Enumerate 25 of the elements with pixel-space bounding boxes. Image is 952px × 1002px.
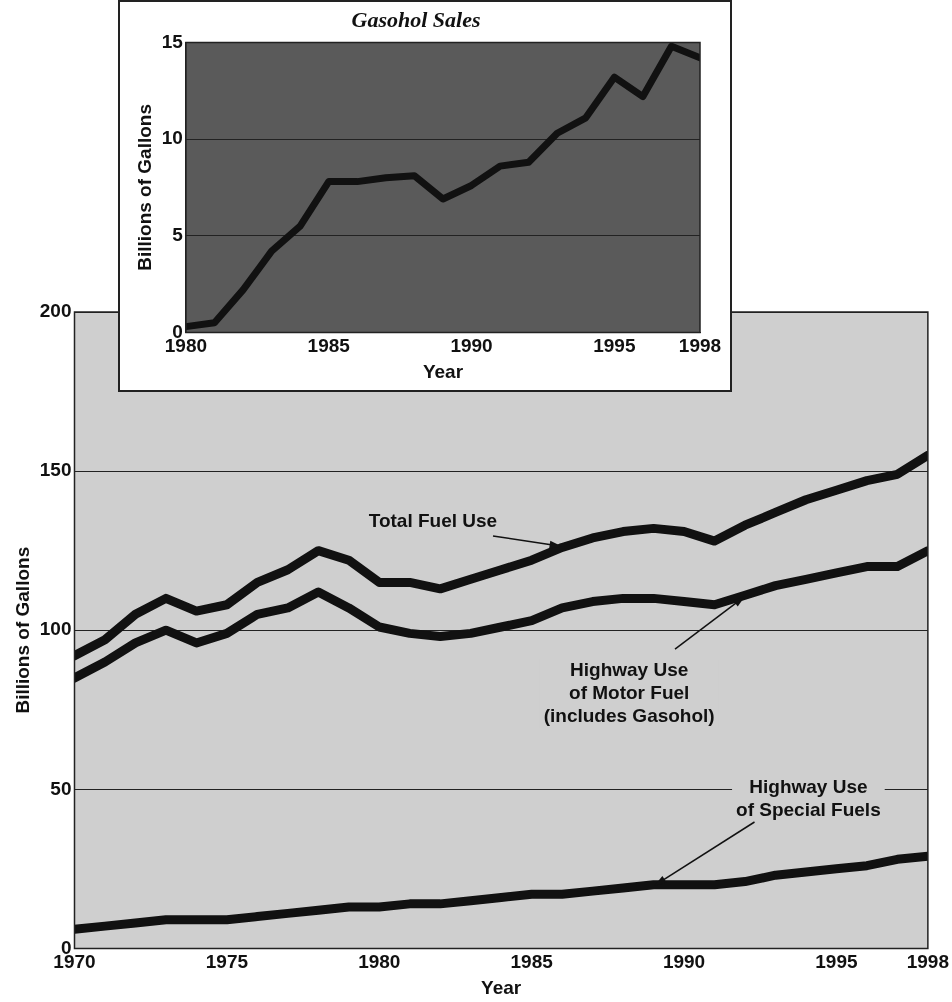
chart-title: Gasohol Sales xyxy=(351,6,481,32)
x-tick-label: 1990 xyxy=(662,951,706,973)
x-tick-label: 1998 xyxy=(906,951,950,973)
x-tick-label: 1990 xyxy=(450,335,493,357)
y-axis-title: Billions of Gallons xyxy=(133,104,155,271)
x-tick-label: 1985 xyxy=(510,951,554,973)
y-tick-label: 5 xyxy=(172,223,184,245)
x-axis-title: Year xyxy=(422,360,464,382)
text: Highway Use of Motor Fuel (includes Gasohol) xyxy=(543,659,715,727)
x-tick-label: 1980 xyxy=(358,951,401,973)
x-tick-label: 1985 xyxy=(307,335,351,357)
x-tick-label: 1975 xyxy=(205,951,249,973)
y-tick-label: 150 xyxy=(39,459,72,481)
y-tick-label: 200 xyxy=(39,300,72,322)
x-axis-title: Year xyxy=(481,976,522,998)
y-tick-label: 100 xyxy=(39,618,72,640)
y-tick-label: 10 xyxy=(161,127,183,149)
y-tick-label: 15 xyxy=(161,30,184,52)
x-tick-label: 1998 xyxy=(678,335,722,357)
x-tick-label: 1995 xyxy=(815,951,858,973)
y-tick-label: 50 xyxy=(50,777,72,799)
text: Highway Use of Special Fuels xyxy=(736,775,881,820)
x-tick-label: 1995 xyxy=(593,335,636,357)
y-axis-title: Billions of Gallons xyxy=(11,546,33,714)
series-label: Total Fuel Use xyxy=(368,510,498,532)
